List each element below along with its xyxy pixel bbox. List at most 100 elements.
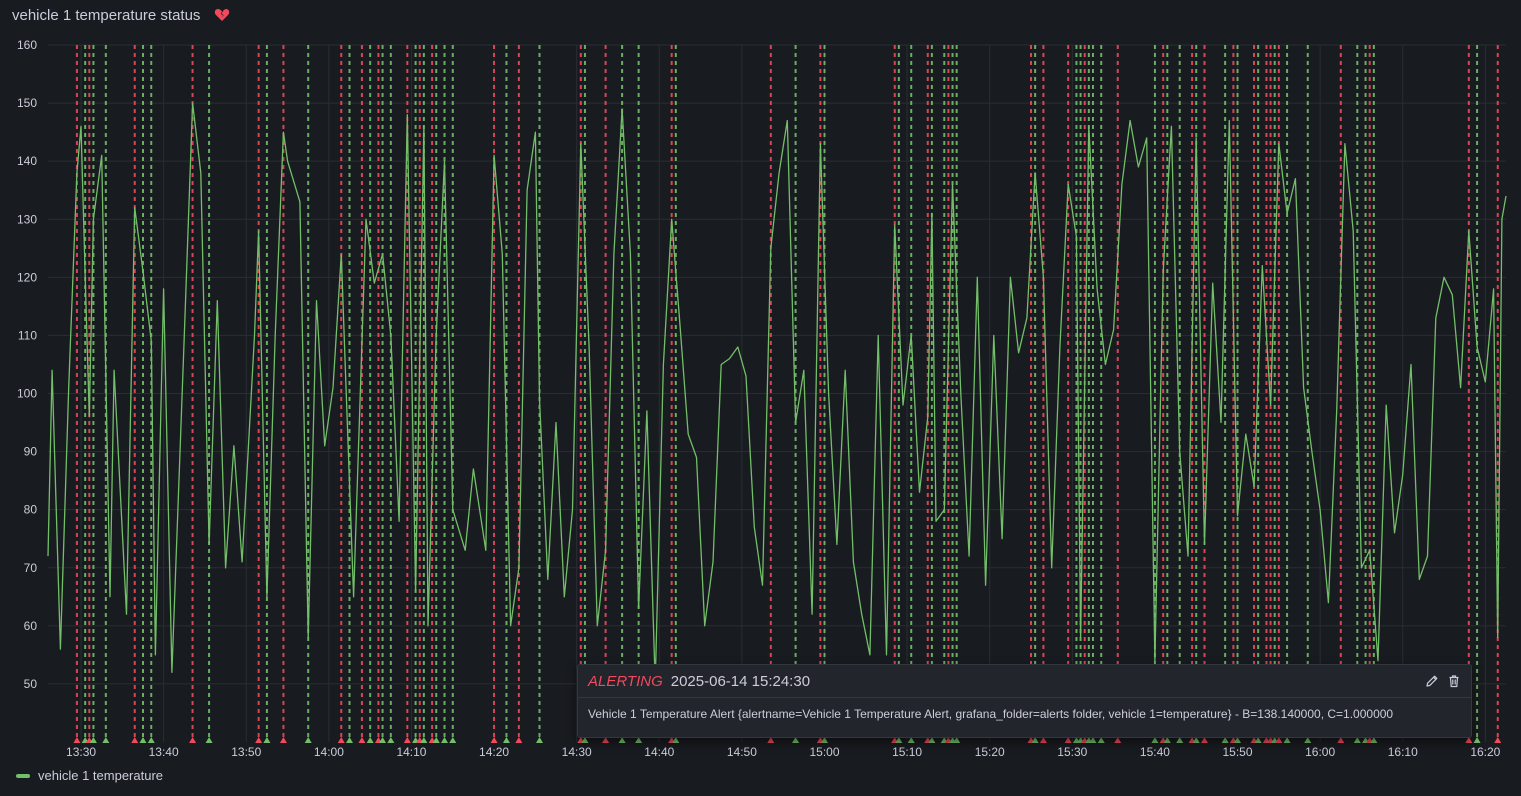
- y-tick-label: 110: [18, 328, 37, 342]
- annotation-marker-alerting[interactable]: [1275, 737, 1283, 743]
- annotation-marker-alerting[interactable]: [602, 737, 610, 743]
- annotation-marker-normal[interactable]: [379, 737, 387, 743]
- annotation-marker-normal[interactable]: [928, 737, 936, 743]
- x-tick-label: 14:50: [727, 745, 757, 759]
- y-tick-label: 80: [24, 503, 38, 517]
- annotation-marker-normal[interactable]: [536, 737, 544, 743]
- annotation-marker-normal[interactable]: [1163, 737, 1171, 743]
- annotation-marker-normal[interactable]: [581, 737, 589, 743]
- annotation-marker-normal[interactable]: [1304, 737, 1312, 743]
- x-tick-label: 15:10: [892, 745, 922, 759]
- x-tick-label: 13:50: [231, 745, 261, 759]
- annotation-marker-normal[interactable]: [1283, 737, 1291, 743]
- annotation-marker-normal[interactable]: [432, 737, 440, 743]
- annotation-marker-normal[interactable]: [1097, 737, 1105, 743]
- annotation-marker-normal[interactable]: [304, 737, 312, 743]
- annotation-marker-normal[interactable]: [387, 737, 395, 743]
- annotation-marker-normal[interactable]: [1031, 737, 1039, 743]
- annotation-marker-alerting[interactable]: [1494, 737, 1502, 743]
- annotation-marker-normal[interactable]: [366, 737, 374, 743]
- annotation-text: Vehicle 1 Temperature Alert {alertname=V…: [588, 707, 1394, 721]
- axis-labels: 50 60 70 80 90 100 110 120 130 140 150 160 13:30 13:4…: [17, 38, 1501, 759]
- annotation-marker-normal[interactable]: [635, 737, 643, 743]
- panel-header: vehicle 1 temperature status: [0, 0, 1521, 30]
- broken-heart-icon[interactable]: [214, 7, 230, 23]
- alert-state-label: ALERTING: [588, 672, 663, 690]
- annotation-marker-alerting[interactable]: [403, 737, 411, 743]
- y-tick-label: 100: [17, 387, 37, 401]
- annotation-marker-normal[interactable]: [1234, 737, 1242, 743]
- annotation-marker-normal[interactable]: [147, 737, 155, 743]
- annotation-marker-normal[interactable]: [1192, 737, 1200, 743]
- annotation-marker-alerting[interactable]: [1337, 737, 1345, 743]
- annotation-marker-normal[interactable]: [1151, 737, 1159, 743]
- x-tick-label: 13:40: [149, 745, 179, 759]
- y-tick-label: 130: [17, 212, 37, 226]
- tooltip-header: ALERTING 2025-06-14 15:24:30: [578, 665, 1471, 698]
- annotation-marker-alerting[interactable]: [1200, 737, 1208, 743]
- x-tick-label: 13:30: [66, 745, 96, 759]
- annotation-marker-normal[interactable]: [346, 737, 354, 743]
- annotation-time: 2025-06-14 15:24:30: [670, 672, 811, 690]
- annotation-marker-normal[interactable]: [820, 737, 828, 743]
- annotation-marker-normal[interactable]: [205, 737, 213, 743]
- y-tick-label: 60: [24, 619, 38, 633]
- x-tick-label: 14:20: [479, 745, 509, 759]
- pencil-icon[interactable]: [1425, 674, 1439, 688]
- annotation-marker-normal[interactable]: [672, 737, 680, 743]
- annotation-marker-normal[interactable]: [618, 737, 626, 743]
- annotation-marker-normal[interactable]: [907, 737, 915, 743]
- annotation-marker-alerting[interactable]: [358, 737, 366, 743]
- x-tick-label: 15:40: [1140, 745, 1170, 759]
- series-group: [47, 102, 1507, 685]
- annotation-marker-normal[interactable]: [449, 737, 457, 743]
- series-line: [47, 102, 1507, 685]
- annotation-marker-alerting[interactable]: [337, 737, 345, 743]
- annotation-marker-normal[interactable]: [502, 737, 510, 743]
- annotation-tooltip: ALERTING 2025-06-14 15:24:30 Vehicle 1 T…: [577, 664, 1472, 738]
- x-tick-label: 16:00: [1305, 745, 1335, 759]
- annotation-marker-normal[interactable]: [139, 737, 147, 743]
- annotation-marker-normal[interactable]: [102, 737, 110, 743]
- annotation-marker-normal[interactable]: [1221, 737, 1229, 743]
- annotation-marker-normal[interactable]: [1353, 737, 1361, 743]
- annotation-marker-normal[interactable]: [953, 737, 961, 743]
- annotation-marker-alerting[interactable]: [1039, 737, 1047, 743]
- annotation-marker-alerting[interactable]: [73, 737, 81, 743]
- y-tick-label: 90: [24, 445, 38, 459]
- annotation-marker-normal[interactable]: [792, 737, 800, 743]
- annotation-marker-normal[interactable]: [89, 737, 97, 743]
- x-tick-label: 16:20: [1470, 745, 1500, 759]
- annotation-marker-normal[interactable]: [263, 737, 271, 743]
- annotation-marker-alerting[interactable]: [1114, 737, 1122, 743]
- annotation-marker-normal[interactable]: [441, 737, 449, 743]
- annotation-marker-normal[interactable]: [1089, 737, 1097, 743]
- legend-label[interactable]: vehicle 1 temperature: [38, 768, 164, 783]
- panel-title[interactable]: vehicle 1 temperature status: [12, 6, 201, 24]
- annotation-marker-normal[interactable]: [1370, 737, 1378, 743]
- grid-lines: [48, 44, 1506, 742]
- x-tick-label: 15:30: [1057, 745, 1087, 759]
- annotation-marker-alerting[interactable]: [767, 737, 775, 743]
- annotation-marker-alerting[interactable]: [490, 737, 498, 743]
- annotation-marker-alerting[interactable]: [189, 737, 197, 743]
- annotation-marker-normal[interactable]: [1473, 737, 1481, 743]
- annotation-marker-normal[interactable]: [1254, 737, 1262, 743]
- y-tick-label: 50: [24, 677, 38, 691]
- annotation-marker-alerting[interactable]: [279, 737, 287, 743]
- annotation-marker-alerting[interactable]: [1064, 737, 1072, 743]
- annotation-marker-alerting[interactable]: [255, 737, 263, 743]
- annotation-marker-alerting[interactable]: [131, 737, 139, 743]
- annotation-marker-alerting[interactable]: [515, 737, 523, 743]
- annotation-marker-normal[interactable]: [1176, 737, 1184, 743]
- x-tick-label: 14:40: [644, 745, 674, 759]
- annotation-marker-alerting[interactable]: [1465, 737, 1473, 743]
- x-tick-label: 15:20: [975, 745, 1005, 759]
- trash-icon[interactable]: [1447, 674, 1461, 688]
- annotation-marker-normal[interactable]: [895, 737, 903, 743]
- annotation-marker-normal[interactable]: [420, 737, 428, 743]
- y-tick-label: 140: [17, 154, 37, 168]
- legend[interactable]: vehicle 1 temperature: [16, 768, 163, 783]
- x-tick-label: 15:50: [1223, 745, 1253, 759]
